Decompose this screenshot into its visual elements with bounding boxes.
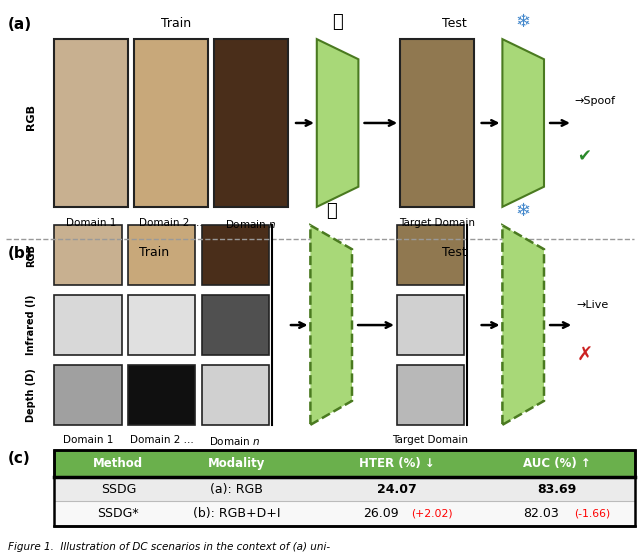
- Text: (+2.02): (+2.02): [411, 509, 453, 519]
- Text: Target Domain: Target Domain: [399, 218, 475, 228]
- Bar: [54, 39, 128, 207]
- Bar: [54, 450, 635, 477]
- Text: (b): RGB+D+I: (b): RGB+D+I: [193, 507, 280, 520]
- Text: Method: Method: [93, 457, 143, 470]
- Text: Domain $n$: Domain $n$: [225, 218, 277, 230]
- Text: 26.09: 26.09: [363, 507, 399, 520]
- Polygon shape: [310, 225, 352, 425]
- Text: Domain 1: Domain 1: [63, 435, 113, 445]
- Text: Train: Train: [138, 246, 169, 259]
- Text: 24.07: 24.07: [377, 482, 417, 496]
- Text: HTER (%) ↓: HTER (%) ↓: [359, 457, 435, 470]
- Text: (c): (c): [8, 451, 31, 466]
- Text: (a): (a): [8, 17, 32, 32]
- Bar: [397, 225, 464, 285]
- Bar: [128, 295, 195, 355]
- Text: ✗: ✗: [577, 347, 593, 365]
- Polygon shape: [502, 225, 544, 425]
- Text: ❄: ❄: [516, 13, 531, 31]
- Text: Target Domain: Target Domain: [392, 435, 468, 445]
- Polygon shape: [317, 39, 358, 207]
- Text: Infrared (I): Infrared (I): [26, 295, 36, 356]
- Text: SSDG*: SSDG*: [97, 507, 140, 520]
- Text: Depth (D): Depth (D): [26, 368, 36, 422]
- Bar: [128, 365, 195, 425]
- Text: 🔥: 🔥: [326, 202, 337, 220]
- Bar: [202, 225, 269, 285]
- Text: →Spoof: →Spoof: [575, 96, 616, 106]
- Bar: [202, 295, 269, 355]
- Text: 🔥: 🔥: [332, 13, 343, 31]
- Text: 83.69: 83.69: [537, 482, 577, 496]
- Text: ✔: ✔: [577, 148, 591, 165]
- Text: (a): RGB: (a): RGB: [211, 482, 263, 496]
- Bar: [397, 365, 464, 425]
- Bar: [134, 39, 208, 207]
- Text: Modality: Modality: [208, 457, 266, 470]
- Text: RGB: RGB: [26, 244, 36, 267]
- Text: RGB: RGB: [26, 105, 36, 130]
- Text: Train: Train: [161, 17, 191, 30]
- Text: →Live: →Live: [576, 301, 608, 310]
- Bar: [54, 225, 122, 285]
- Bar: [54, 365, 122, 425]
- Text: (b): (b): [8, 246, 32, 261]
- Text: (-1.66): (-1.66): [574, 509, 610, 519]
- Text: 82.03: 82.03: [523, 507, 559, 520]
- Text: AUC (%) ↑: AUC (%) ↑: [523, 457, 591, 470]
- Text: Domain 1: Domain 1: [66, 218, 116, 228]
- Text: Domain 2 ...: Domain 2 ...: [130, 435, 193, 445]
- Bar: [54, 450, 635, 526]
- Polygon shape: [502, 39, 544, 207]
- Text: Figure 1.  Illustration of DC scenarios in the context of (a) uni-: Figure 1. Illustration of DC scenarios i…: [8, 542, 330, 552]
- Text: Test: Test: [442, 17, 467, 30]
- Bar: [214, 39, 288, 207]
- Text: Domain $n$: Domain $n$: [209, 435, 261, 447]
- Bar: [54, 295, 122, 355]
- Text: ❄: ❄: [516, 202, 531, 220]
- Text: Test: Test: [442, 246, 467, 259]
- Bar: [128, 225, 195, 285]
- Bar: [54, 501, 635, 526]
- Bar: [400, 39, 474, 207]
- Bar: [397, 295, 464, 355]
- Text: Domain 2 ...: Domain 2 ...: [140, 218, 203, 228]
- Text: SSDG: SSDG: [100, 482, 136, 496]
- Bar: [202, 365, 269, 425]
- Bar: [54, 477, 635, 501]
